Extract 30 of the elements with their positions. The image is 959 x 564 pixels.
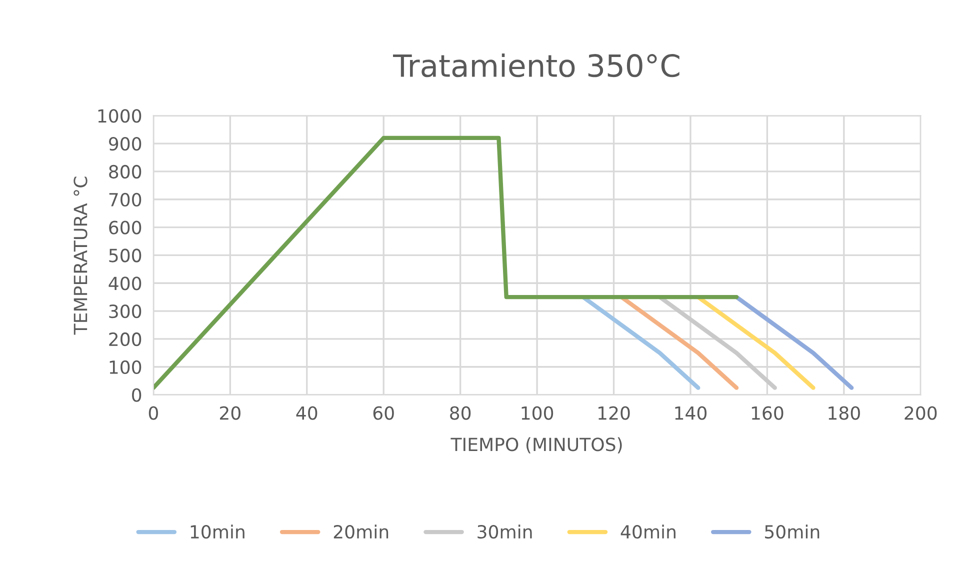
x-tick-label: 80 [450,406,471,420]
y-tick-label: 500 [109,248,142,262]
legend-label: 30min [478,524,532,539]
legend-label: 40min [620,524,676,539]
x-tick-label: 160 [752,406,784,420]
x-tick-label: 100 [522,406,554,420]
y-tick-label: 400 [108,276,142,290]
legend-label: 50min [765,524,820,539]
x-axis-title: TIEMPO (MINUTOS) [450,437,622,454]
y-tick-label: 700 [109,192,142,206]
y-axis-title: TEMPERATURA °C [74,176,88,335]
x-tick-label: 120 [598,406,630,420]
x-tick-label: 180 [828,406,860,420]
y-tick-label: 900 [109,136,142,151]
x-tick-label: 200 [904,406,937,420]
x-tick-label: 140 [675,406,707,420]
x-tick-label: 20 [220,406,240,420]
y-tick-label: 800 [109,164,142,179]
legend-label: 20min [334,524,388,539]
y-tick-label: 300 [109,304,142,318]
x-tick-label: 0 [148,406,158,420]
y-tick-label: 200 [109,332,142,346]
y-tick-label: 100 [110,360,142,374]
x-tick-label: 60 [373,406,394,420]
y-tick-label: 1000 [98,109,142,123]
y-tick-label: 0 [132,388,142,402]
legend-label: 10min [190,524,244,539]
chart-title: Tratamiento 350°C [393,54,680,78]
y-tick-label: 600 [109,220,142,234]
x-tick-label: 40 [296,406,318,420]
